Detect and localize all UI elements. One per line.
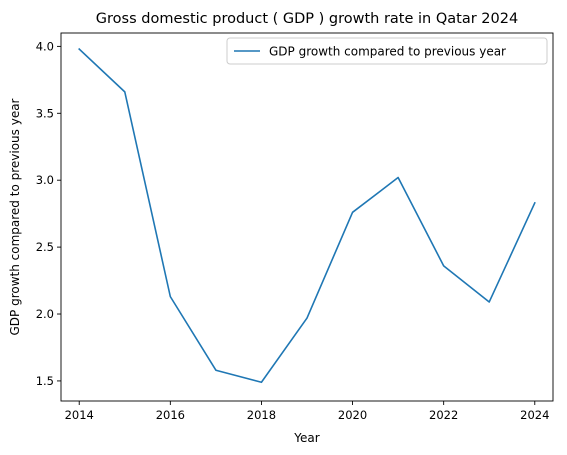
y-tick-label: 3.0 [36, 173, 54, 187]
y-tick-label: 4.0 [36, 39, 54, 53]
chart-title: Gross domestic product ( GDP ) growth ra… [96, 11, 518, 27]
data-point [487, 299, 492, 304]
data-point [441, 263, 446, 268]
plot-area [60, 32, 554, 402]
x-tick-label: 2022 [429, 408, 458, 422]
data-point [122, 89, 127, 94]
y-tick-label: 3.5 [36, 106, 54, 120]
series-line-0 [78, 47, 536, 384]
x-tick-label: 2024 [520, 408, 549, 422]
x-tick-label: 2018 [247, 408, 276, 422]
data-point [77, 47, 82, 52]
data-point [532, 200, 537, 205]
data-point [305, 316, 310, 321]
y-tick-label: 1.5 [36, 374, 54, 388]
plot-frame [60, 32, 554, 402]
legend: GDP growth compared to previous year [226, 37, 548, 65]
y-axis-label: GDP growth compared to previous year [8, 98, 22, 335]
x-tick-label: 2016 [156, 408, 185, 422]
y-tick-label: 2.0 [36, 307, 54, 321]
data-point [213, 368, 218, 373]
x-tick-label: 2014 [65, 408, 94, 422]
data-point [396, 175, 401, 180]
x-axis-label: Year [293, 431, 319, 445]
data-point [168, 294, 173, 299]
data-point [350, 210, 355, 215]
data-point [259, 380, 264, 385]
x-tick-label: 2020 [338, 408, 367, 422]
legend-label: GDP growth compared to previous year [269, 45, 506, 59]
y-tick-label: 2.5 [36, 240, 54, 254]
legend-box [226, 37, 548, 65]
